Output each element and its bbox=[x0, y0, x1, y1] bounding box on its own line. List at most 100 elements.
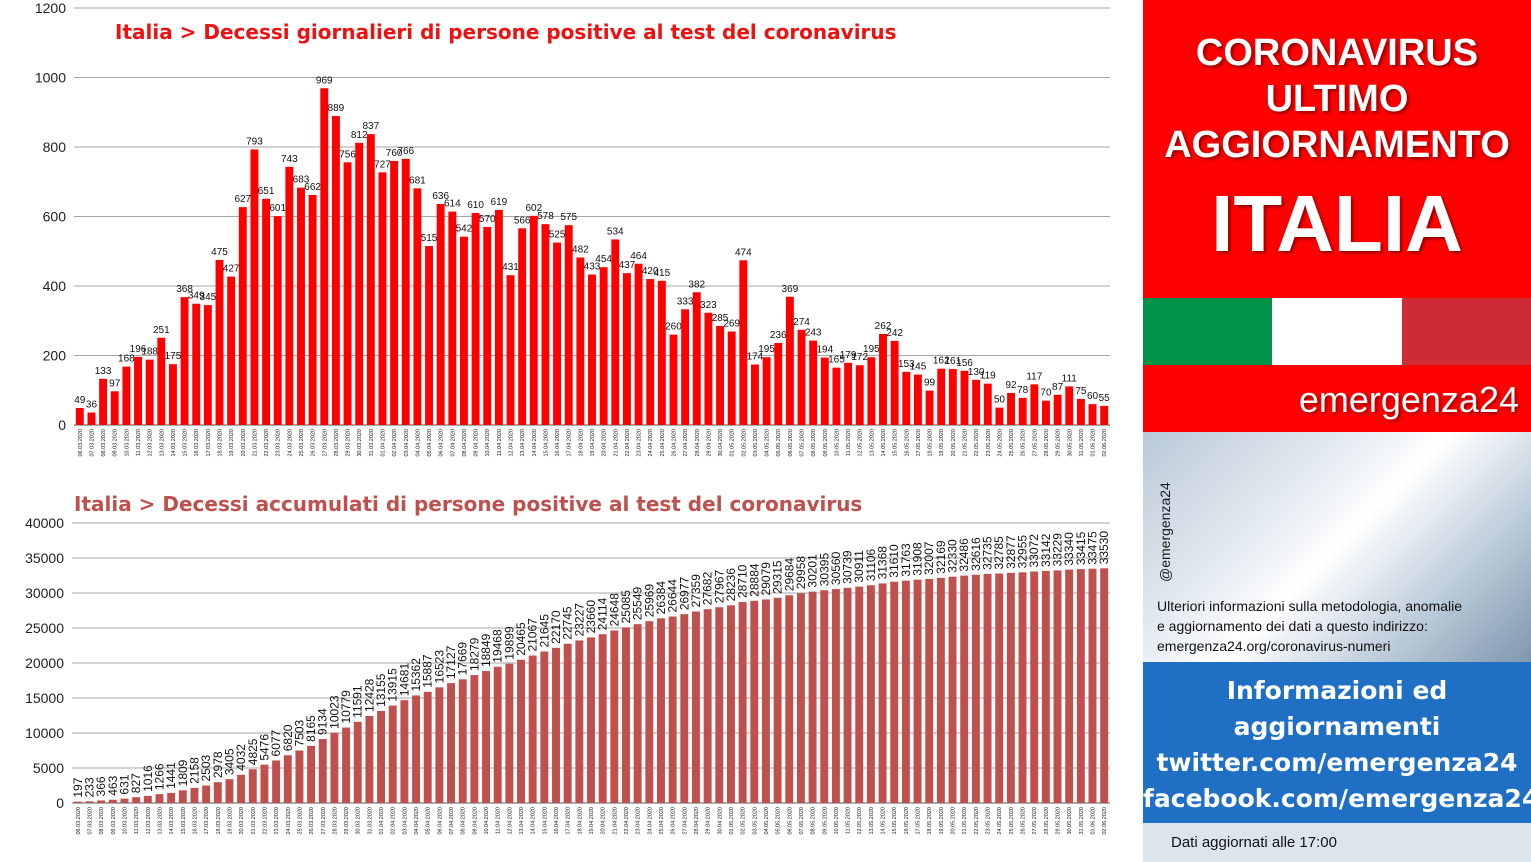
x-tick-label: 09.04.2020 bbox=[474, 429, 480, 457]
data-label: 196 bbox=[130, 344, 147, 355]
data-label: 420 bbox=[642, 266, 659, 277]
x-tick-label: 26.03.2020 bbox=[311, 429, 317, 457]
facebook-link[interactable]: facebook.com/emergenza24 bbox=[1143, 784, 1531, 813]
x-tick-label: 11.03.2020 bbox=[134, 807, 140, 834]
x-tick-label: 03.05.2020 bbox=[752, 807, 758, 835]
bar bbox=[529, 215, 538, 425]
data-label: 25549 bbox=[631, 586, 645, 620]
x-tick-label: 08.03.2020 bbox=[101, 429, 107, 457]
bar bbox=[155, 794, 164, 803]
data-label: 33475 bbox=[1086, 531, 1100, 565]
data-label: 119 bbox=[980, 371, 996, 382]
x-tick-label: 08.05.2020 bbox=[811, 807, 817, 835]
data-label: 18849 bbox=[479, 633, 493, 667]
data-label: 454 bbox=[595, 254, 612, 265]
x-tick-label: 28.05.2020 bbox=[1044, 429, 1050, 457]
x-tick-label: 19.04.2020 bbox=[589, 807, 595, 835]
data-label: 27682 bbox=[701, 572, 715, 606]
data-label: 756 bbox=[339, 149, 356, 160]
bar bbox=[528, 655, 537, 803]
x-tick-label: 12.05.2020 bbox=[858, 429, 864, 457]
bar bbox=[365, 716, 374, 803]
x-tick-label: 06.03.2020 bbox=[76, 807, 82, 835]
x-tick-label: 26.05.2020 bbox=[1021, 429, 1027, 457]
x-tick-label: 30.05.2020 bbox=[1067, 429, 1073, 457]
x-tick-label: 30.04.2020 bbox=[717, 807, 723, 835]
info-link[interactable]: emergenza24.org/coronavirus-numeri bbox=[1157, 638, 1391, 654]
bar bbox=[458, 679, 467, 803]
x-tick-label: 14.04.2020 bbox=[532, 429, 538, 457]
y-tick-label: 800 bbox=[43, 139, 67, 155]
twitter-link[interactable]: twitter.com/emergenza24 bbox=[1156, 748, 1518, 777]
bar bbox=[960, 370, 969, 425]
bar bbox=[692, 292, 701, 425]
data-label: 345 bbox=[200, 292, 217, 303]
data-label: 194 bbox=[816, 345, 833, 356]
bar bbox=[948, 369, 957, 425]
x-tick-label: 14.05.2020 bbox=[881, 429, 887, 457]
bar bbox=[703, 609, 712, 803]
x-tick-label: 27.05.2020 bbox=[1032, 807, 1038, 835]
bar bbox=[75, 407, 84, 425]
data-label: 627 bbox=[234, 194, 251, 205]
bar bbox=[1007, 393, 1016, 425]
data-label: 243 bbox=[805, 328, 822, 339]
x-tick-label: 19.05.2020 bbox=[939, 429, 945, 457]
data-label: 760 bbox=[386, 148, 403, 159]
x-tick-label: 27.05.2020 bbox=[1032, 429, 1038, 457]
data-label: 70 bbox=[1040, 388, 1052, 399]
y-tick-label: 1200 bbox=[35, 0, 66, 16]
data-label: 31368 bbox=[876, 546, 890, 580]
bar bbox=[715, 607, 724, 803]
data-label: 368 bbox=[176, 284, 193, 295]
bar bbox=[120, 798, 129, 803]
y-tick-label: 15000 bbox=[25, 690, 64, 706]
x-tick-label: 23.04.2020 bbox=[637, 429, 643, 457]
bar bbox=[167, 792, 176, 803]
data-label: 683 bbox=[293, 175, 310, 186]
data-label: 251 bbox=[153, 325, 170, 336]
bar bbox=[564, 225, 573, 425]
x-tick-label: 18.03.2020 bbox=[216, 807, 222, 835]
x-tick-label: 17.05.2020 bbox=[916, 807, 922, 835]
data-label: 464 bbox=[630, 251, 647, 262]
footer-bar: Dati aggiornati alle 17:00 bbox=[1143, 823, 1531, 862]
x-tick-label: 10.05.2020 bbox=[834, 429, 840, 457]
x-tick-label: 16.04.2020 bbox=[555, 429, 561, 457]
bar bbox=[971, 574, 980, 803]
data-label: 837 bbox=[362, 121, 379, 132]
bar bbox=[355, 142, 364, 425]
x-tick-label: 02.05.2020 bbox=[741, 429, 747, 457]
x-tick-label: 06.03.2020 bbox=[78, 429, 84, 457]
x-tick-label: 17.03.2020 bbox=[204, 807, 210, 835]
bar bbox=[168, 364, 177, 425]
data-label: 431 bbox=[502, 262, 519, 273]
data-label: 25085 bbox=[619, 590, 633, 624]
x-tick-label: 27.03.2020 bbox=[321, 807, 327, 835]
x-tick-label: 11.05.2020 bbox=[846, 429, 852, 456]
data-label: 92 bbox=[1005, 380, 1017, 391]
data-label: 27359 bbox=[689, 574, 703, 608]
info-line-1: Ulteriori informazioni sulla metodologia… bbox=[1157, 598, 1463, 614]
header-country: ITALIA bbox=[1211, 179, 1463, 268]
bar bbox=[1041, 571, 1050, 803]
data-label: 793 bbox=[246, 136, 263, 147]
x-tick-label: 11.03.2020 bbox=[136, 429, 142, 456]
bar bbox=[587, 637, 595, 803]
data-label: 2158 bbox=[187, 757, 201, 784]
x-tick-label: 02.04.2020 bbox=[392, 429, 398, 457]
x-tick-label: 21.03.2020 bbox=[252, 429, 258, 457]
x-tick-label: 18.05.2020 bbox=[927, 807, 933, 835]
x-tick-label: 29.05.2020 bbox=[1056, 807, 1062, 835]
data-label: 117 bbox=[1026, 371, 1042, 382]
italian-flag bbox=[1143, 298, 1531, 365]
bar bbox=[879, 333, 887, 425]
x-tick-label: 22.05.2020 bbox=[974, 807, 980, 835]
bar bbox=[342, 727, 351, 803]
bar bbox=[901, 580, 910, 803]
bar bbox=[192, 303, 201, 425]
bar bbox=[470, 675, 479, 803]
x-tick-label: 22.03.2020 bbox=[262, 807, 268, 835]
x-tick-label: 15.04.2020 bbox=[542, 807, 548, 835]
data-label: 349 bbox=[188, 291, 205, 302]
